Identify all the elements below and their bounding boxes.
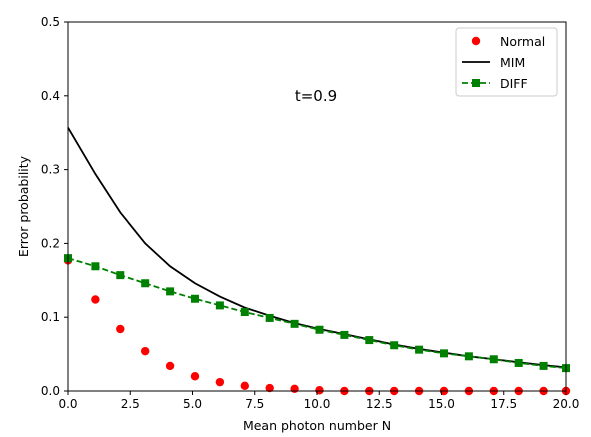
x-tick-label: 2.5: [121, 397, 140, 411]
series-normal: [63, 256, 571, 396]
data-point-normal: [290, 384, 299, 393]
data-point-diff: [539, 361, 548, 370]
y-tick-label: 0.2: [41, 236, 60, 250]
data-point-diff: [265, 313, 274, 322]
legend-marker-diff: [472, 79, 480, 87]
y-tick-label: 0.0: [41, 384, 60, 398]
data-point-diff: [315, 325, 324, 334]
data-point-diff: [91, 262, 100, 271]
data-point-diff: [439, 349, 448, 358]
data-point-diff: [166, 287, 175, 296]
x-tick-label: 5.0: [183, 397, 202, 411]
data-point-diff: [464, 352, 473, 361]
x-tick-label: 0.0: [58, 397, 77, 411]
x-tick-label: 15.0: [428, 397, 455, 411]
y-tick-label: 0.5: [41, 15, 60, 29]
annotation-text: t=0.9: [295, 87, 337, 105]
data-point-normal: [165, 361, 175, 371]
data-point-normal: [190, 372, 200, 381]
text-layer: 0.0 2.5 5.0 7.5 10.0 12.5 15.0 17.5 20.0 0.0 0.1 0.…: [16, 15, 579, 433]
x-axis-label: Mean photon number N: [243, 418, 391, 433]
x-tick-label: 10.0: [304, 397, 331, 411]
data-point-normal: [91, 295, 100, 304]
data-point-diff: [365, 336, 374, 345]
data-point-normal: [215, 377, 225, 387]
x-tick-label: 7.5: [245, 397, 264, 411]
data-point-normal: [116, 324, 125, 334]
data-point-diff: [340, 330, 349, 339]
data-point-normal: [240, 381, 249, 391]
x-tick-label: 20.0: [553, 397, 580, 411]
data-point-diff: [415, 345, 424, 354]
y-tick-label: 0.1: [41, 310, 60, 324]
data-point-diff: [390, 341, 399, 350]
legend-label-normal: Normal: [500, 34, 545, 49]
data-point-diff: [290, 319, 299, 328]
axes-layer: [64, 21, 567, 395]
data-point-diff: [141, 279, 150, 288]
y-tick-label: 0.4: [41, 89, 60, 103]
series-layer: [63, 127, 571, 396]
data-point-diff: [240, 308, 249, 317]
y-tick-label: 0.3: [41, 163, 60, 177]
legend: Normal MIM DIFF: [455, 27, 558, 97]
data-point-diff: [215, 301, 224, 310]
legend-box: [455, 27, 558, 97]
x-tick-label: 12.5: [366, 397, 393, 411]
data-point-diff: [489, 355, 498, 364]
data-point-diff: [514, 358, 523, 367]
data-point-normal: [140, 346, 150, 356]
data-point-diff: [190, 294, 199, 303]
y-axis-label: Error probability: [16, 155, 31, 257]
data-point-normal: [265, 383, 274, 393]
legend-label-diff: DIFF: [500, 76, 528, 91]
data-point-diff: [116, 271, 125, 280]
legend-label-mim: MIM: [500, 55, 525, 70]
x-tick-label: 17.5: [490, 397, 517, 411]
legend-marker-normal: [471, 36, 481, 46]
